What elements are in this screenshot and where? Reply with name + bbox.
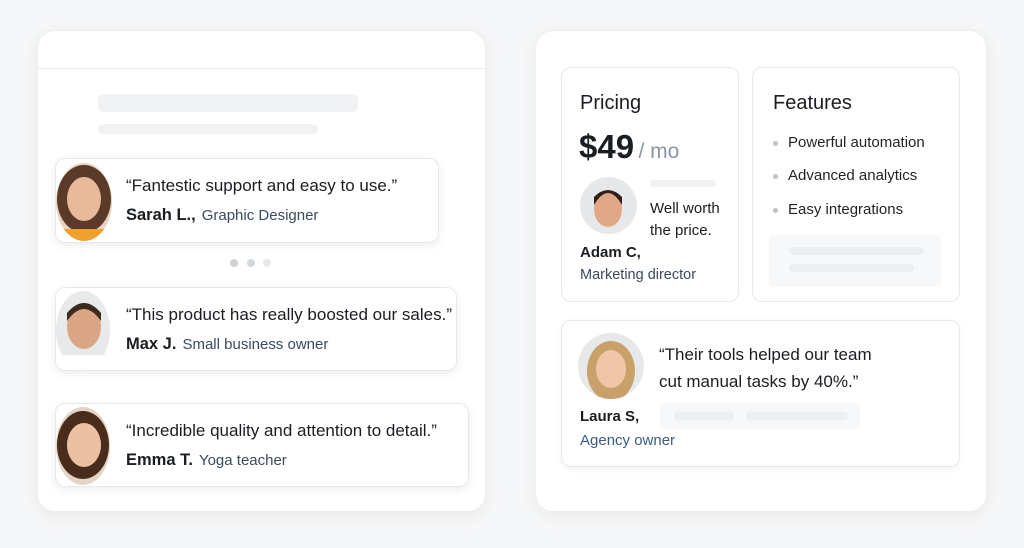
pricing-quote-line: Well worth — [650, 200, 720, 217]
pricing-title: Pricing — [580, 92, 642, 114]
skeleton-block — [769, 235, 941, 287]
testimonial-role: Yoga teacher — [198, 452, 287, 469]
reviewer-name: Laura S, — [580, 408, 640, 425]
testimonial-quote: “Incredible quality and attention to det… — [126, 421, 437, 440]
reviewer-name: Adam C, — [580, 244, 641, 261]
testimonial-card[interactable]: “Incredible quality and attention to det… — [55, 403, 469, 487]
header-divider — [38, 68, 485, 69]
pricing-card: Pricing $49 / mo Well worth the price. A… — [561, 67, 739, 302]
feature-item: Powerful automation — [773, 134, 925, 151]
reviewer-role: Agency owner — [580, 432, 676, 449]
carousel-dot-active[interactable] — [230, 259, 238, 267]
featured-quote-line: cut manual tasks by 40%.” — [659, 372, 859, 391]
testimonial-name: Sarah L., — [126, 206, 196, 224]
avatar — [56, 163, 112, 241]
feature-item: Easy integrations — [773, 201, 903, 218]
testimonial-role: Graphic Designer — [201, 207, 319, 224]
features-card: Features Powerful automation Advanced an… — [752, 67, 960, 302]
testimonial-role: Small business owner — [182, 336, 329, 353]
price: $49 — [579, 128, 635, 165]
testimonial-quote: “This product has really boosted our sal… — [126, 305, 452, 324]
pricing-quote-line: the price. — [650, 222, 712, 239]
price-period: / mo — [638, 140, 680, 163]
skeleton-title — [98, 94, 358, 112]
avatar — [56, 407, 110, 485]
testimonial-name: Emma T. — [126, 451, 193, 469]
testimonial-card[interactable]: “Fantestic support and easy to use.” Sar… — [55, 158, 439, 243]
avatar — [580, 177, 637, 234]
testimonial-card[interactable]: “This product has really boosted our sal… — [55, 287, 457, 371]
avatar — [56, 291, 110, 369]
carousel-dot[interactable] — [263, 259, 271, 267]
featured-testimonial-card[interactable]: “Their tools helped our team cut manual … — [561, 320, 960, 467]
feature-item: Advanced analytics — [773, 167, 917, 184]
skeleton-block — [660, 403, 860, 429]
testimonial-quote: “Fantestic support and easy to use.” — [126, 176, 398, 195]
carousel-dot[interactable] — [247, 259, 255, 267]
reviewer-role: Marketing director — [580, 267, 697, 283]
testimonial-name: Max J. — [126, 335, 177, 353]
featured-quote-line: “Their tools helped our team — [659, 345, 872, 364]
avatar — [578, 333, 644, 399]
skeleton-line — [650, 180, 716, 187]
skeleton-subtitle — [98, 124, 318, 134]
features-title: Features — [773, 92, 852, 114]
